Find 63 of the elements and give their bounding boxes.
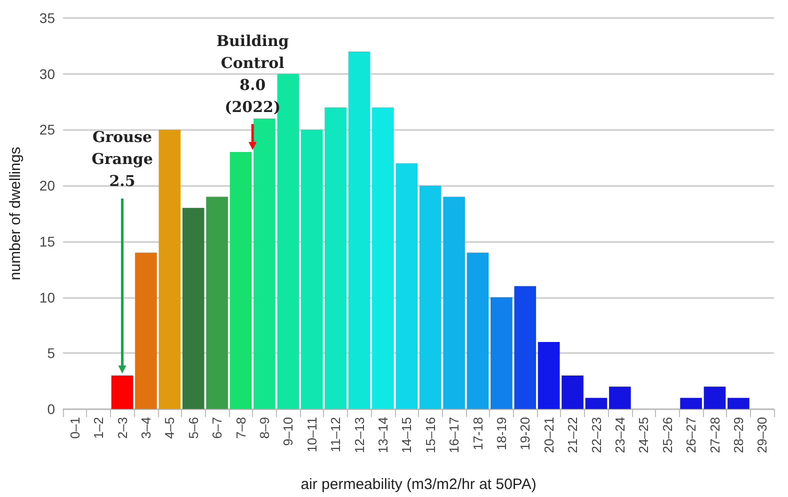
x-tick-label: 7–8 [233, 417, 248, 439]
bar [396, 163, 418, 409]
bar [111, 375, 134, 409]
bar [585, 398, 608, 409]
x-tick-label: 23–24 [612, 417, 628, 454]
x-tick-label: 9–10 [280, 417, 296, 446]
bar [206, 196, 228, 409]
bar [158, 130, 181, 409]
x-tick-label: 22–23 [588, 417, 604, 454]
bar [372, 107, 394, 409]
x-tick-label: 2–3 [114, 417, 130, 439]
bar [704, 386, 726, 409]
bar [254, 118, 276, 409]
bar [466, 252, 489, 409]
x-tick-label: 3–4 [138, 417, 154, 439]
bar [348, 52, 370, 409]
x-tick-label: 25–26 [660, 417, 675, 454]
x-tick-label: 27–28 [707, 417, 722, 454]
y-tick-label: 15 [39, 233, 56, 250]
x-tick-label: 6–7 [210, 417, 225, 439]
x-tick-label: 5–6 [186, 417, 201, 439]
x-tick-label: 14–15 [399, 417, 414, 454]
x-tick-label: 16–17 [446, 417, 462, 454]
x-tick-label: 15–16 [422, 417, 438, 454]
bar [443, 196, 465, 409]
y-tick-label: 0 [47, 401, 56, 417]
x-tick-label: 10–11 [304, 417, 320, 452]
x-tick-label: 0–1 [67, 417, 82, 439]
x-tick-label: 4–5 [162, 417, 178, 439]
x-tick-label: 18-19 [494, 417, 509, 450]
y-axis-title: number of dwellings [7, 146, 24, 280]
bar [230, 152, 252, 409]
bar [300, 130, 323, 409]
y-tick-label: 30 [39, 66, 56, 82]
annotation: Grouse Grange 2.5 [92, 127, 153, 192]
x-tick-label: 24–25 [636, 417, 652, 454]
y-tick-label: 35 [39, 10, 56, 26]
bar [182, 208, 204, 409]
x-tick-label: 26–27 [684, 417, 699, 454]
bar [324, 107, 346, 409]
x-tick-label: 1–2 [91, 417, 106, 439]
x-axis-title: air permeability (m3/m2/hr at 50PA) [300, 476, 536, 493]
bar [419, 186, 442, 409]
x-tick-label: 8–9 [256, 417, 272, 439]
x-tick-label: 17-18 [470, 417, 486, 450]
bar [680, 398, 702, 409]
y-tick-label: 20 [39, 178, 56, 194]
bar [609, 386, 631, 409]
x-tick-label: 21–22 [565, 417, 580, 454]
y-tick-label: 10 [39, 289, 56, 306]
bar [728, 398, 750, 409]
x-tick-label: 13–14 [375, 417, 390, 454]
bar [514, 286, 536, 409]
x-tick-label: 19-20 [518, 417, 533, 450]
bar [135, 252, 157, 409]
x-tick-label: 12–13 [352, 417, 367, 454]
x-tick-label: 29–30 [754, 417, 770, 454]
y-tick-label: 5 [47, 345, 56, 362]
bar [490, 297, 512, 409]
x-tick-label: 20–21 [541, 417, 556, 454]
x-tick-label: 11–12 [328, 417, 344, 452]
y-tick-label: 25 [39, 122, 56, 138]
x-tick-label: 28–29 [730, 417, 746, 454]
